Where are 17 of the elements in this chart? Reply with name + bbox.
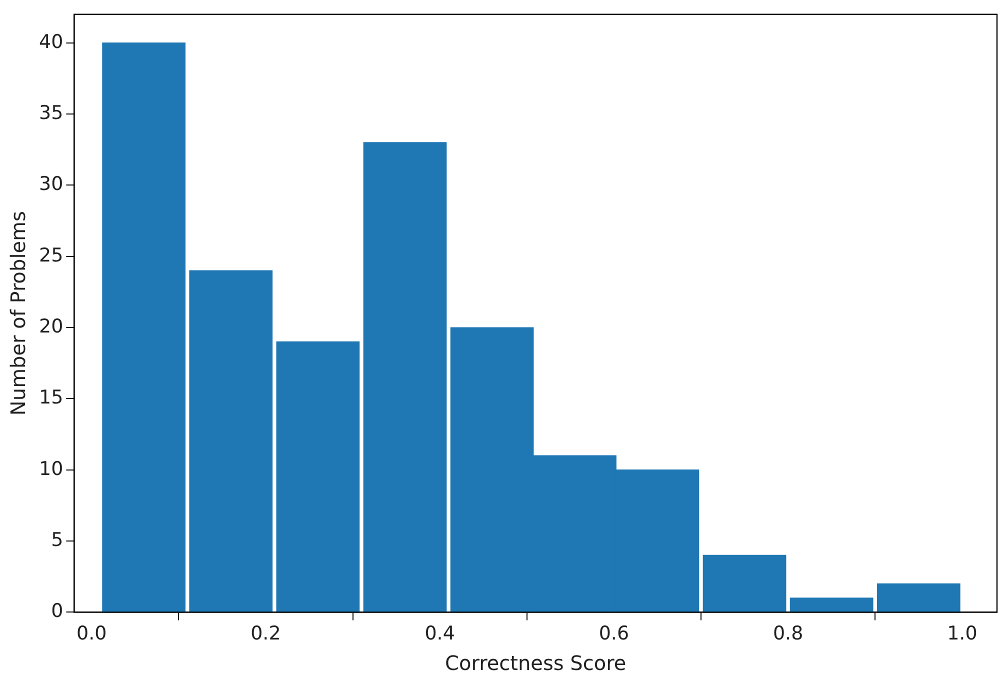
y-tick-label: 30 [38, 173, 64, 196]
y-axis-title: Number of Problems [6, 211, 30, 416]
y-tick-label: 25 [38, 244, 64, 266]
y-tick-label: 5 [51, 528, 64, 551]
x-tick-label: 0.6 [598, 622, 630, 645]
x-tick-label: 0.4 [424, 622, 455, 645]
x-axis-title: Correctness Score [444, 651, 626, 676]
x-tick-label: 0.8 [772, 622, 804, 645]
y-tick-label: 10 [38, 458, 64, 480]
y-tick-label: 15 [38, 386, 64, 409]
x-tick-label: 0.2 [250, 622, 281, 645]
y-tick-label: 20 [38, 315, 64, 338]
y-tick-label: 0 [51, 600, 64, 622]
x-tick-label: 1.0 [947, 622, 978, 645]
y-tick-label: 40 [38, 30, 64, 53]
x-tick-label: 0.0 [76, 622, 107, 645]
y-tick-label: 35 [38, 102, 64, 124]
